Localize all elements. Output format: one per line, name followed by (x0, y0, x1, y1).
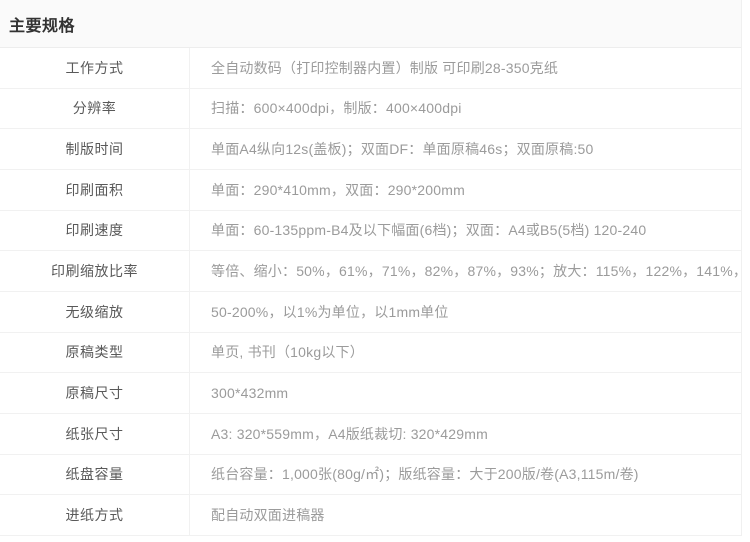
spec-label: 纸盘容量 (0, 454, 190, 495)
spec-label: 印刷面积 (0, 169, 190, 210)
spec-table-row: 纸盘容量 纸台容量：1,000张(80g/㎡)；版纸容量：大于200版/卷(A3… (0, 454, 741, 496)
spec-value: A3: 320*559mm，A4版纸裁切: 320*429mm (211, 425, 488, 442)
spec-table-row: 进纸方式 配自动双面进稿器 (0, 495, 741, 536)
spec-section: 主要规格 工作方式 全自动数码（打印控制器内置）制版 可印刷28-350克纸 分… (0, 0, 742, 536)
spec-value: 50-200%，以1%为单位，以1mm单位 (211, 303, 449, 320)
spec-table-row: 原稿类型 单页, 书刊（10kg以下） (0, 332, 741, 374)
spec-label: 进纸方式 (0, 495, 190, 535)
spec-table-row: 制版时间 单面A4纵向12s(盖板)；双面DF：单面原稿46s；双面原稿:50 (0, 129, 741, 170)
spec-value: 单面：60-135ppm-B4及以下幅面(6档)；双面：A4或B5(5档) 12… (211, 222, 647, 239)
spec-label: 分辨率 (0, 88, 190, 129)
spec-table-row: 原稿尺寸 300*432mm (0, 373, 741, 414)
spec-table-row: 印刷缩放比率 等倍、缩小：50%，61%，71%，82%，87%，93%；放大：… (0, 251, 741, 292)
spec-value: 扫描：600×400dpi，制版：400×400dpi (211, 100, 462, 117)
spec-label: 印刷速度 (0, 210, 190, 251)
spec-table-row: 印刷速度 单面：60-135ppm-B4及以下幅面(6档)；双面：A4或B5(5… (0, 210, 741, 252)
spec-value: 全自动数码（打印控制器内置）制版 可印刷28-350克纸 (211, 59, 559, 76)
spec-value: 单面A4纵向12s(盖板)；双面DF：单面原稿46s；双面原稿:50 (211, 141, 594, 158)
spec-label: 无级缩放 (0, 291, 190, 332)
spec-section-header: 主要规格 (0, 0, 741, 48)
spec-value: 单页, 书刊（10kg以下） (211, 344, 364, 361)
spec-table-row: 纸张尺寸 A3: 320*559mm，A4版纸裁切: 320*429mm (0, 413, 741, 455)
spec-value: 300*432mm (211, 385, 289, 402)
spec-value: 等倍、缩小：50%，61%，71%，82%，87%，93%；放大：115%，12… (211, 263, 741, 280)
spec-label: 工作方式 (0, 48, 190, 88)
spec-value: 单面：290*410mm，双面：290*200mm (211, 181, 465, 198)
spec-table-row: 无级缩放 50-200%，以1%为单位，以1mm单位 (0, 291, 741, 333)
spec-label: 原稿类型 (0, 332, 190, 373)
spec-table-row: 分辨率 扫描：600×400dpi，制版：400×400dpi (0, 88, 741, 130)
spec-label: 印刷缩放比率 (0, 251, 190, 291)
spec-label: 纸张尺寸 (0, 413, 190, 454)
page-title: 主要规格 (9, 17, 76, 35)
spec-table-body: 工作方式 全自动数码（打印控制器内置）制版 可印刷28-350克纸 分辨率 扫描… (0, 48, 741, 536)
spec-table-row: 印刷面积 单面：290*410mm，双面：290*200mm (0, 169, 741, 211)
spec-label: 原稿尺寸 (0, 373, 190, 413)
spec-value: 纸台容量：1,000张(80g/㎡)；版纸容量：大于200版/卷(A3,115m… (211, 466, 639, 483)
spec-table-row: 工作方式 全自动数码（打印控制器内置）制版 可印刷28-350克纸 (0, 48, 741, 89)
spec-label: 制版时间 (0, 129, 190, 169)
spec-value: 配自动双面进稿器 (211, 507, 325, 524)
